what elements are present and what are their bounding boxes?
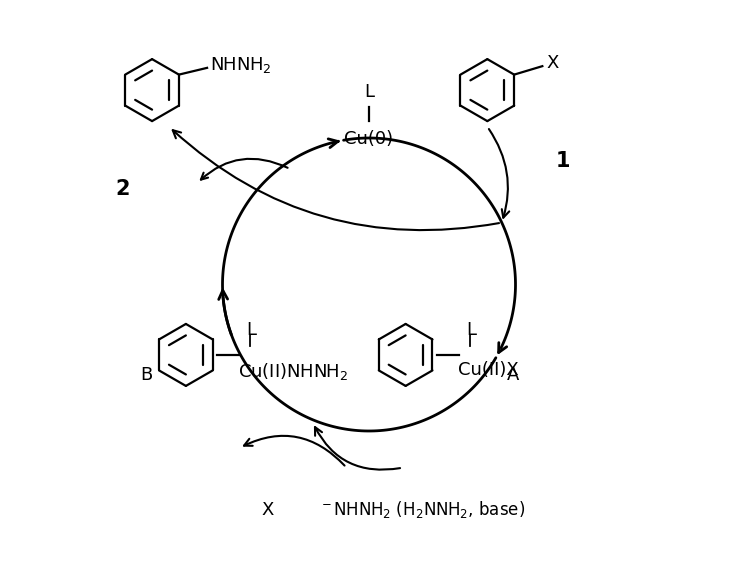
Text: X: X (261, 501, 274, 519)
Text: Cu(II)X: Cu(II)X (458, 361, 519, 378)
Text: 1: 1 (556, 151, 570, 171)
Text: Cu(0): Cu(0) (345, 130, 393, 147)
Text: X: X (547, 55, 559, 72)
Text: A: A (506, 366, 519, 384)
Text: L: L (466, 320, 476, 339)
Text: NHNH$_2$: NHNH$_2$ (210, 55, 272, 75)
Text: 2: 2 (116, 179, 130, 199)
Text: L: L (246, 320, 256, 339)
Text: $^-$NHNH$_2$ (H$_2$NNH$_2$, base): $^-$NHNH$_2$ (H$_2$NNH$_2$, base) (320, 500, 525, 521)
Text: B: B (140, 366, 153, 384)
Text: L: L (364, 84, 374, 101)
Text: Cu(II)NHNH$_2$: Cu(II)NHNH$_2$ (238, 361, 348, 382)
